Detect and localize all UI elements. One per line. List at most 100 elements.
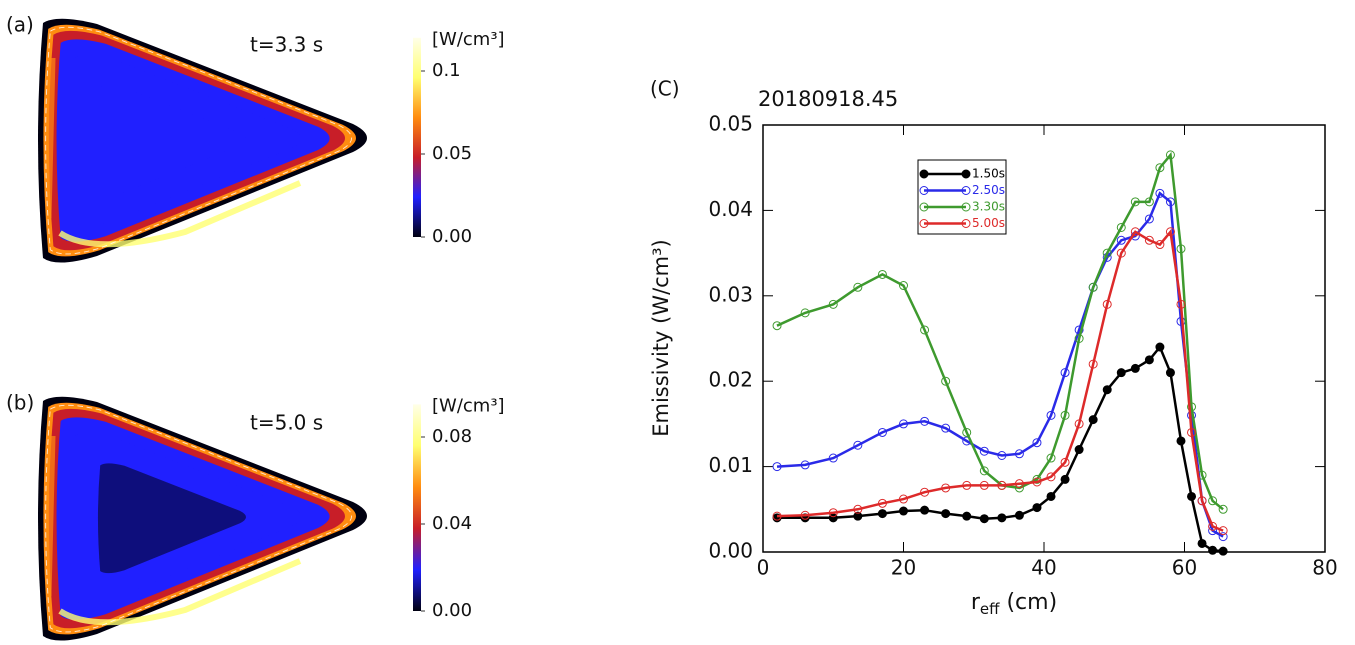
data-point xyxy=(1208,521,1218,531)
data-point xyxy=(828,299,838,309)
data-point xyxy=(1155,342,1165,352)
data-point xyxy=(772,511,782,521)
colorbar xyxy=(413,37,421,237)
legend-label: 3.30s xyxy=(972,200,1005,214)
data-point xyxy=(1218,532,1228,542)
data-point xyxy=(877,498,887,508)
data-point xyxy=(899,494,908,504)
y-tick-label: 0.00 xyxy=(708,539,753,563)
data-point xyxy=(1116,248,1126,258)
legend-marker xyxy=(919,202,929,212)
data-point xyxy=(979,514,989,524)
data-point xyxy=(1116,368,1126,378)
y-tick-label: 0.01 xyxy=(708,453,753,477)
data-point xyxy=(997,450,1007,460)
data-point xyxy=(1218,526,1228,536)
data-point xyxy=(877,427,887,437)
data-point xyxy=(941,376,951,386)
data-point xyxy=(1155,188,1165,198)
data-point xyxy=(1060,457,1070,467)
y-tick-label: 0.05 xyxy=(708,112,753,136)
data-point xyxy=(1074,334,1084,343)
data-point xyxy=(941,509,951,519)
data-point xyxy=(1014,510,1024,520)
data-point xyxy=(1176,436,1186,446)
x-tick-label: 60 xyxy=(1172,556,1197,580)
data-point xyxy=(1032,503,1042,513)
data-point xyxy=(1130,197,1140,207)
data-point xyxy=(1176,244,1186,254)
legend-label: 2.50s xyxy=(972,183,1005,197)
data-point xyxy=(899,506,908,516)
x-tick-label: 40 xyxy=(1031,556,1056,580)
plot-frame xyxy=(762,124,1326,553)
series-line xyxy=(776,151,1224,511)
data-point xyxy=(1165,227,1175,237)
data-point xyxy=(1032,477,1042,487)
x-tick-label: 20 xyxy=(891,556,916,580)
colorbar-label: [W/cm³] xyxy=(432,29,505,50)
flux-line xyxy=(45,26,353,255)
colorbar-label: [W/cm³] xyxy=(432,395,505,416)
data-point xyxy=(1197,496,1207,506)
data-point xyxy=(1102,299,1112,309)
data-point xyxy=(979,480,989,490)
data-point xyxy=(997,513,1007,523)
legend-marker xyxy=(919,219,929,228)
data-point xyxy=(1088,415,1098,425)
data-point xyxy=(920,416,930,426)
data-point xyxy=(1187,427,1197,437)
legend-marker xyxy=(961,169,971,179)
data-point xyxy=(800,510,810,520)
data-point xyxy=(920,325,930,335)
data-point xyxy=(899,419,908,429)
data-point xyxy=(1130,227,1140,237)
colorbar-tick-label: 0.08 xyxy=(432,426,472,447)
data-point xyxy=(1130,363,1140,373)
data-point xyxy=(800,308,810,318)
data-point xyxy=(853,282,863,292)
data-point xyxy=(853,511,863,521)
data-point xyxy=(1116,222,1126,232)
data-point xyxy=(1155,240,1165,250)
legend-marker xyxy=(961,186,971,195)
data-point xyxy=(1074,419,1084,429)
data-point xyxy=(853,440,863,450)
data-point xyxy=(1187,402,1197,412)
data-point xyxy=(1144,355,1154,365)
annotation: t=3.3 s xyxy=(250,33,323,57)
x-axis-label-part: eff xyxy=(980,600,1000,618)
flux-line xyxy=(45,404,353,633)
data-point xyxy=(828,453,838,463)
y-tick-label: 0.04 xyxy=(708,197,753,221)
legend-marker xyxy=(961,219,971,228)
data-point xyxy=(1165,150,1175,160)
data-point xyxy=(1116,235,1126,245)
data-point xyxy=(979,466,989,476)
colorbar-tick-label: 0.04 xyxy=(432,513,472,534)
y-tick-label: 0.02 xyxy=(708,368,753,392)
colorbar-tick-label: 0.00 xyxy=(432,600,472,621)
image-glow xyxy=(58,180,302,248)
data-point xyxy=(1218,504,1228,514)
data-point xyxy=(877,269,887,279)
tomogram-image xyxy=(38,18,367,263)
data-point xyxy=(1074,445,1084,455)
x-axis-label-part: r xyxy=(971,590,981,615)
data-point xyxy=(1060,368,1070,378)
data-point xyxy=(1197,538,1207,548)
data-point xyxy=(1144,214,1154,224)
data-point xyxy=(1165,197,1175,207)
data-point xyxy=(1088,282,1098,292)
data-point xyxy=(800,460,810,470)
legend-marker xyxy=(961,202,971,212)
data-point xyxy=(962,480,972,490)
y-axis-label: Emissivity (W/cm³) xyxy=(649,239,673,437)
data-point xyxy=(853,504,863,514)
x-axis-label-part: (cm) xyxy=(999,590,1057,615)
data-point xyxy=(1208,545,1218,555)
x-tick-label: 80 xyxy=(1312,556,1337,580)
legend-label: 5.00s xyxy=(972,216,1005,230)
data-point xyxy=(772,321,782,331)
